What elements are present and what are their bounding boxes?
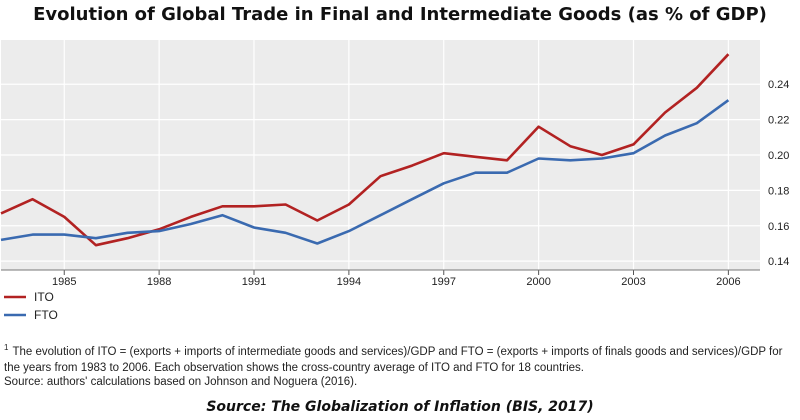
x-tick-label: 2006 [716,276,740,288]
chart-title: Evolution of Global Trade in Final and I… [33,4,767,25]
line-chart: 0.14 0.16 0.18 0.20 0.22 0.24 1985 1988 1991 1994… [0,40,789,322]
y-tick-label: 0.14 [768,256,789,268]
x-tick-label: 1997 [432,276,456,288]
y-tick-label: 0.22 [768,115,789,127]
y-tick-label: 0.18 [768,185,789,197]
y-tick-label: 0.24 [768,79,789,91]
x-tick-label: 2000 [526,276,550,288]
x-tick-label: 1991 [242,276,266,288]
footnote-text: The evolution of ITO = (exports + import… [4,345,783,374]
legend: ITO FTO [4,290,58,322]
legend-label: ITO [34,290,54,304]
bottom-source: Source: The Globalization of Inflation (… [206,399,594,415]
footnote: 1 The evolution of ITO = (exports + impor… [4,340,796,376]
series-line-ito [0,53,730,247]
x-tick-label: 2003 [621,276,645,288]
x-tick-label: 1994 [337,276,361,288]
x-tick-label: 1988 [147,276,171,288]
series-line-fto [0,99,730,245]
series-lines [0,53,730,247]
legend-label: FTO [34,308,58,322]
y-tick-label: 0.20 [768,150,789,162]
source-note: Source: authors' calculations based on J… [4,376,358,388]
axis-ticks: 0.14 0.16 0.18 0.20 0.22 0.24 1985 1988 1991 1994… [1,79,789,288]
footnote-marker: 1 [4,343,9,352]
x-tick-label: 1985 [52,276,76,288]
y-tick-label: 0.16 [768,221,789,233]
